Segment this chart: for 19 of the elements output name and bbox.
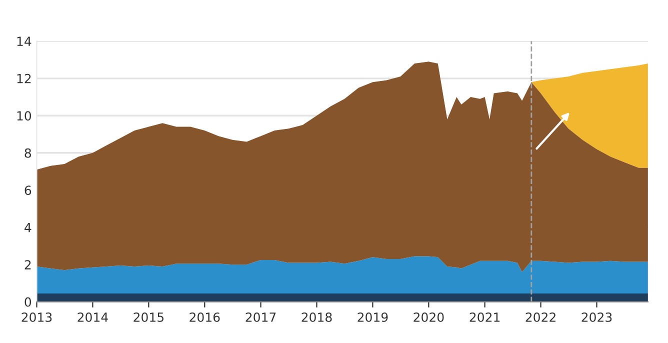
y-tick-label: 14 — [17, 36, 32, 46]
x-tick-label: 2015 — [134, 312, 164, 322]
y-tick-label: 12 — [17, 74, 31, 84]
y-tick-label: 6 — [24, 186, 32, 196]
x-tick-label: 2018 — [302, 312, 332, 322]
x-tick-label: 2014 — [78, 312, 108, 322]
y-tick-label: 8 — [24, 148, 32, 158]
x-tick-label: 2022 — [526, 312, 556, 322]
x-tick-label: 2021 — [470, 312, 500, 322]
x-tick-label: 2020 — [414, 312, 444, 322]
y-tick-label: 2 — [24, 260, 31, 270]
y-tick-label: 10 — [17, 111, 32, 121]
x-tick-label: 2016 — [190, 312, 220, 322]
x-tick-label: 2023 — [582, 312, 612, 322]
y-tick-label: 0 — [24, 297, 32, 307]
x-tick-label: 2013 — [22, 312, 52, 322]
x-tick-label: 2019 — [358, 312, 388, 322]
x-tick-label: 2017 — [246, 312, 276, 322]
y-tick-label: 4 — [24, 222, 32, 232]
